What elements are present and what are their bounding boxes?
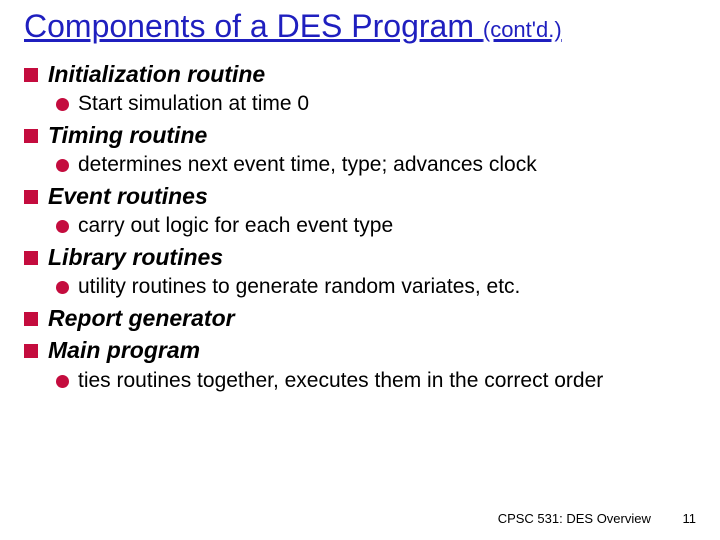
list-item: Event routines xyxy=(24,181,696,211)
circle-bullet-icon xyxy=(56,159,69,172)
footer-course: CPSC 531: DES Overview xyxy=(498,511,651,526)
circle-bullet-icon xyxy=(56,220,69,233)
list-item: ties routines together, executes them in… xyxy=(56,367,696,395)
circle-bullet-icon xyxy=(56,98,69,111)
item-text: determines next event time, type; advanc… xyxy=(78,151,696,179)
list-item: carry out logic for each event type xyxy=(56,212,696,240)
square-bullet-icon xyxy=(24,68,38,82)
square-bullet-icon xyxy=(24,251,38,265)
item-text: Library routines xyxy=(48,242,696,272)
list-item: Initialization routine xyxy=(24,59,696,89)
item-text: Event routines xyxy=(48,181,696,211)
list-item: Report generator xyxy=(24,303,696,333)
item-text: Initialization routine xyxy=(48,59,696,89)
slide-title: Components of a DES Program (cont'd.) xyxy=(24,8,696,45)
item-text: utility routines to generate random vari… xyxy=(78,273,696,301)
title-main: Components of a DES Program xyxy=(24,8,483,44)
square-bullet-icon xyxy=(24,344,38,358)
list-item: determines next event time, type; advanc… xyxy=(56,151,696,179)
list-item: Main program xyxy=(24,335,696,365)
list-item: Start simulation at time 0 xyxy=(56,90,696,118)
slide: Components of a DES Program (cont'd.) In… xyxy=(0,0,720,540)
item-text: Report generator xyxy=(48,303,696,333)
footer-page-number: 11 xyxy=(683,511,697,526)
list-item: Library routines xyxy=(24,242,696,272)
title-suffix: (cont'd.) xyxy=(483,17,562,42)
square-bullet-icon xyxy=(24,312,38,326)
item-text: Main program xyxy=(48,335,696,365)
square-bullet-icon xyxy=(24,129,38,143)
circle-bullet-icon xyxy=(56,281,69,294)
item-text: Start simulation at time 0 xyxy=(78,90,696,118)
list-item: utility routines to generate random vari… xyxy=(56,273,696,301)
slide-body: Initialization routine Start simulation … xyxy=(24,59,696,395)
slide-footer: CPSC 531: DES Overview 11 xyxy=(498,511,696,526)
circle-bullet-icon xyxy=(56,375,69,388)
item-text: Timing routine xyxy=(48,120,696,150)
item-text: carry out logic for each event type xyxy=(78,212,696,240)
square-bullet-icon xyxy=(24,190,38,204)
item-text: ties routines together, executes them in… xyxy=(78,367,696,395)
list-item: Timing routine xyxy=(24,120,696,150)
